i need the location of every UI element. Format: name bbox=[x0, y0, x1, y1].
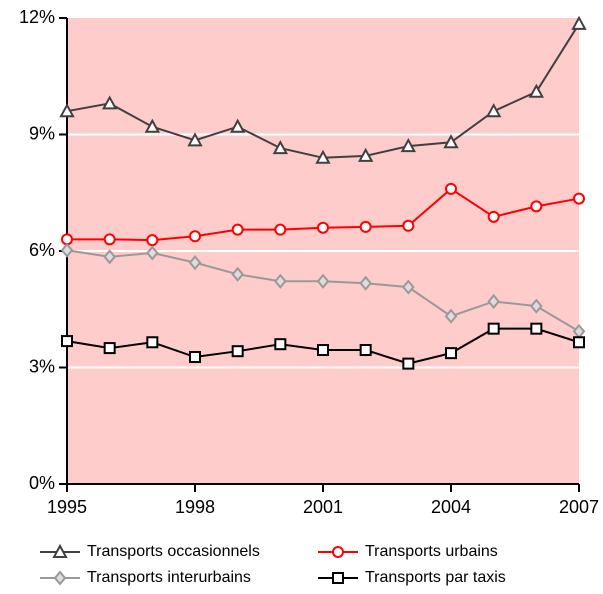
x-tick-label: 2004 bbox=[431, 497, 471, 517]
marker bbox=[231, 223, 244, 236]
legend-label: Transports urbains bbox=[365, 543, 498, 560]
marker bbox=[400, 138, 417, 153]
y-tick-label: 3% bbox=[29, 356, 55, 376]
marker bbox=[402, 219, 415, 232]
marker bbox=[530, 322, 543, 335]
marker bbox=[444, 308, 458, 324]
marker bbox=[189, 351, 201, 364]
marker bbox=[573, 336, 585, 349]
marker bbox=[359, 220, 372, 233]
marker bbox=[103, 342, 116, 355]
marker bbox=[357, 147, 374, 162]
marker bbox=[103, 249, 116, 265]
marker bbox=[274, 223, 287, 236]
marker bbox=[573, 192, 585, 205]
marker bbox=[317, 221, 329, 234]
marker bbox=[229, 118, 246, 133]
x-tick-label: 1998 bbox=[175, 497, 215, 517]
marker bbox=[52, 543, 68, 558]
marker bbox=[316, 273, 330, 289]
marker bbox=[53, 570, 67, 586]
marker bbox=[530, 298, 543, 314]
y-tick-label: 9% bbox=[29, 123, 55, 143]
legend-label: Transports par taxis bbox=[365, 569, 506, 586]
marker bbox=[188, 255, 202, 271]
marker bbox=[59, 103, 75, 118]
x-tick-label: 2001 bbox=[303, 497, 343, 517]
marker bbox=[317, 344, 329, 357]
marker bbox=[146, 245, 159, 261]
marker bbox=[189, 230, 201, 243]
x-tick-label: 2007 bbox=[559, 497, 599, 517]
y-tick-label: 0% bbox=[29, 473, 55, 493]
legend-label: Transports occasionnels bbox=[87, 543, 260, 560]
y-tick-label: 6% bbox=[29, 240, 55, 260]
marker bbox=[530, 200, 543, 213]
marker bbox=[231, 345, 244, 358]
marker bbox=[445, 182, 457, 195]
marker bbox=[443, 134, 459, 149]
marker bbox=[144, 118, 161, 133]
marker bbox=[146, 234, 159, 247]
marker bbox=[274, 273, 287, 289]
marker bbox=[103, 233, 116, 246]
marker bbox=[402, 357, 415, 370]
marker bbox=[571, 15, 587, 30]
marker bbox=[272, 140, 289, 155]
marker bbox=[445, 347, 457, 360]
marker bbox=[332, 546, 344, 558]
marker bbox=[332, 572, 344, 584]
legend-label: Transports interurbains bbox=[87, 569, 251, 586]
marker bbox=[61, 335, 73, 348]
y-tick-label: 12% bbox=[19, 7, 55, 27]
marker bbox=[231, 266, 244, 282]
marker bbox=[487, 322, 500, 335]
marker bbox=[274, 338, 287, 351]
marker bbox=[485, 103, 502, 118]
marker bbox=[101, 95, 118, 110]
marker bbox=[528, 83, 545, 98]
marker bbox=[187, 132, 203, 147]
marker bbox=[315, 149, 331, 164]
marker bbox=[359, 275, 372, 291]
marker bbox=[146, 336, 159, 349]
x-tick-label: 1995 bbox=[47, 497, 87, 517]
marker bbox=[402, 279, 415, 295]
marker bbox=[487, 293, 500, 310]
marker bbox=[359, 344, 372, 357]
marker bbox=[60, 242, 74, 258]
marker bbox=[487, 210, 500, 223]
